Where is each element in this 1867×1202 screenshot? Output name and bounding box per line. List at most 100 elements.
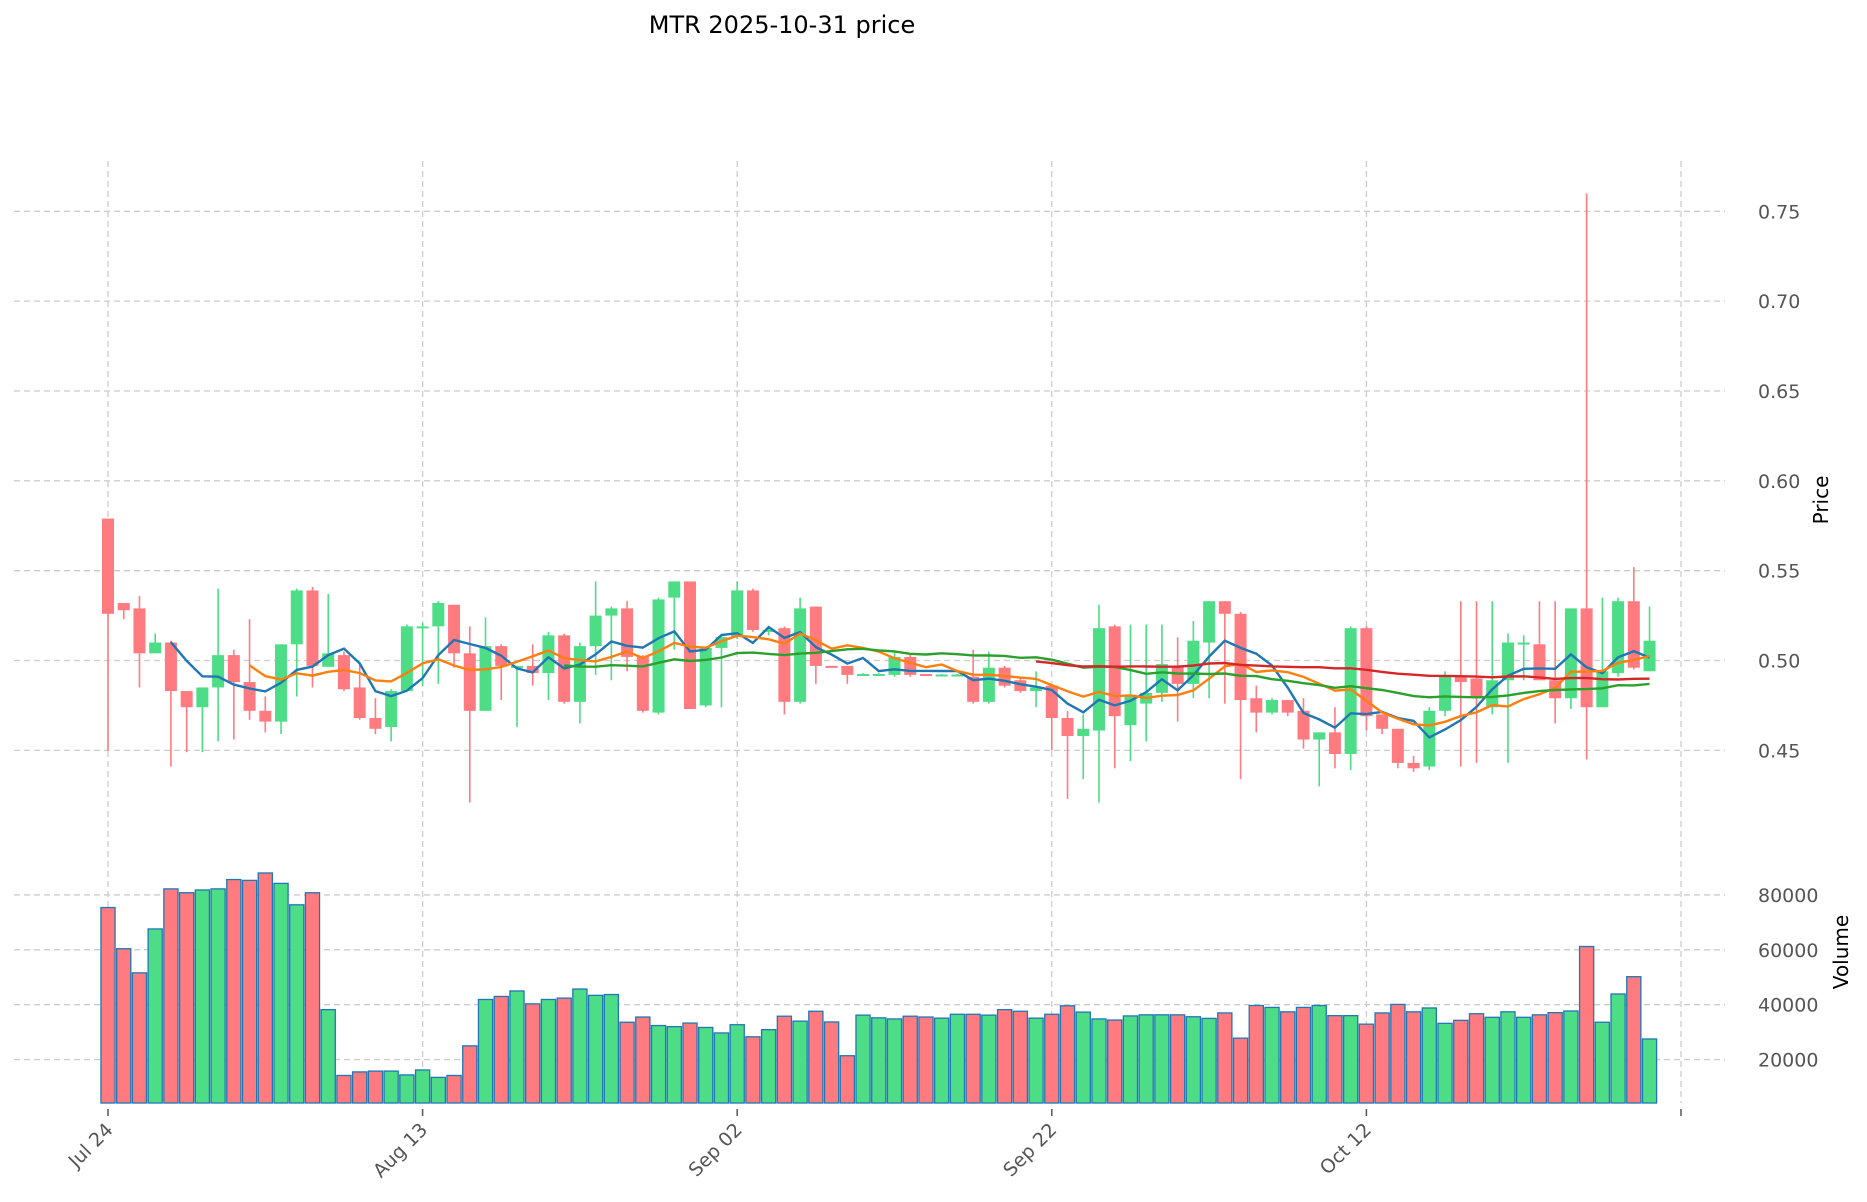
volume-bar <box>1626 976 1642 1104</box>
volume-bar <box>619 1021 635 1104</box>
volume-bar <box>933 1017 950 1104</box>
candle-body <box>1281 700 1294 713</box>
volume-bar <box>855 1014 871 1104</box>
candle-body <box>982 667 995 702</box>
candle-body <box>180 691 193 708</box>
candle-body <box>542 635 555 674</box>
candle-body <box>841 665 854 675</box>
candle-body <box>448 604 461 654</box>
volume-axis-label: Volume <box>1829 915 1853 989</box>
price-tick-label: 0.55 <box>1758 561 1800 583</box>
candle-body <box>416 626 429 629</box>
candle-body <box>117 603 130 611</box>
volume-bar <box>1358 1023 1375 1104</box>
volume-bar <box>603 993 620 1104</box>
volume-bar <box>1421 1007 1438 1104</box>
candle-body <box>1344 628 1357 754</box>
candle-body <box>1391 728 1404 763</box>
volume-bar <box>1610 993 1626 1104</box>
volume-bar <box>1453 1019 1469 1104</box>
volume-bar <box>430 1076 447 1104</box>
candle-body <box>1439 676 1452 711</box>
volume-bar <box>1138 1014 1154 1104</box>
volume-bar <box>808 1010 824 1104</box>
volume-bar <box>776 1015 793 1104</box>
volume-bar <box>1075 1011 1091 1104</box>
volume-bar <box>1154 1014 1170 1104</box>
volume-bar <box>729 1024 745 1104</box>
price-tick-label: 0.75 <box>1758 201 1800 223</box>
volume-bar <box>1374 1012 1390 1104</box>
candle-body <box>369 718 382 729</box>
candle-body <box>133 608 146 654</box>
volume-bar <box>1248 1004 1265 1104</box>
volume-bar <box>1594 1021 1611 1104</box>
volume-bar <box>1547 1011 1563 1104</box>
volume-bar <box>1295 1006 1312 1104</box>
volume-bar <box>1280 1011 1296 1104</box>
volume-bar <box>100 906 116 1104</box>
date-tick-label: Sep 22 <box>999 1119 1061 1181</box>
volume-bar <box>760 1029 777 1104</box>
candle-body <box>1533 644 1546 681</box>
candle-body <box>636 656 649 711</box>
volume-bar <box>493 995 509 1104</box>
volume-bar <box>839 1055 856 1104</box>
candle-body <box>746 590 759 630</box>
moving-average-5-line <box>169 625 1650 739</box>
candle-body <box>1313 732 1326 740</box>
candle-body <box>904 656 917 675</box>
volume-bar <box>886 1018 903 1104</box>
volume-bar <box>1311 1004 1327 1104</box>
moving-average-lines <box>169 625 1650 739</box>
candle-body <box>196 687 209 708</box>
candle-body <box>1061 718 1074 736</box>
candle-body <box>1360 628 1373 717</box>
candle-body <box>1030 687 1043 692</box>
volume-panel <box>100 872 1658 1104</box>
volume-bar <box>1122 1015 1139 1104</box>
volume-tick-label: 20000 <box>1758 1050 1818 1072</box>
candle-body <box>432 603 445 627</box>
volume-bar <box>273 882 289 1104</box>
volume-bar <box>682 1022 698 1104</box>
price-panel <box>102 193 1656 803</box>
candle-body <box>290 590 303 645</box>
volume-bar <box>635 1016 651 1104</box>
volume-bar <box>1563 1010 1579 1104</box>
candle-body <box>1077 728 1090 736</box>
volume-bar <box>1201 1017 1217 1104</box>
volume-bar <box>1468 1013 1485 1104</box>
volume-bar <box>194 889 211 1104</box>
candle-body <box>1266 700 1279 713</box>
candle-body <box>668 581 681 598</box>
candle-body <box>353 687 366 719</box>
candle-body <box>935 674 948 677</box>
candle-body <box>400 626 413 692</box>
volume-bar <box>981 1014 997 1104</box>
volume-bar <box>871 1017 887 1104</box>
volume-bar <box>1012 1010 1029 1104</box>
volume-bar <box>241 879 258 1104</box>
volume-bar <box>147 928 163 1104</box>
candle-body <box>1297 710 1310 740</box>
volume-bar <box>1484 1016 1500 1104</box>
candle-body <box>1454 676 1467 683</box>
volume-bar <box>792 1020 808 1104</box>
candle-body <box>1218 601 1231 614</box>
volume-bar <box>116 948 132 1104</box>
volume-tick-label: 80000 <box>1758 885 1818 907</box>
volume-bar <box>351 1071 368 1104</box>
volume-bar <box>949 1013 966 1104</box>
volume-bar <box>572 988 588 1104</box>
price-tick-label: 0.60 <box>1758 471 1800 493</box>
chart-title: MTR 2025-10-31 price <box>649 11 916 39</box>
price-axis-label: Price <box>1809 476 1833 525</box>
volume-bar <box>1232 1037 1249 1104</box>
volume-bar <box>1515 1016 1532 1104</box>
volume-bar <box>414 1069 431 1104</box>
volume-bar <box>1217 1012 1233 1104</box>
volume-bar <box>1044 1013 1060 1104</box>
candle-body <box>1517 642 1530 645</box>
candle-body <box>1250 698 1263 713</box>
